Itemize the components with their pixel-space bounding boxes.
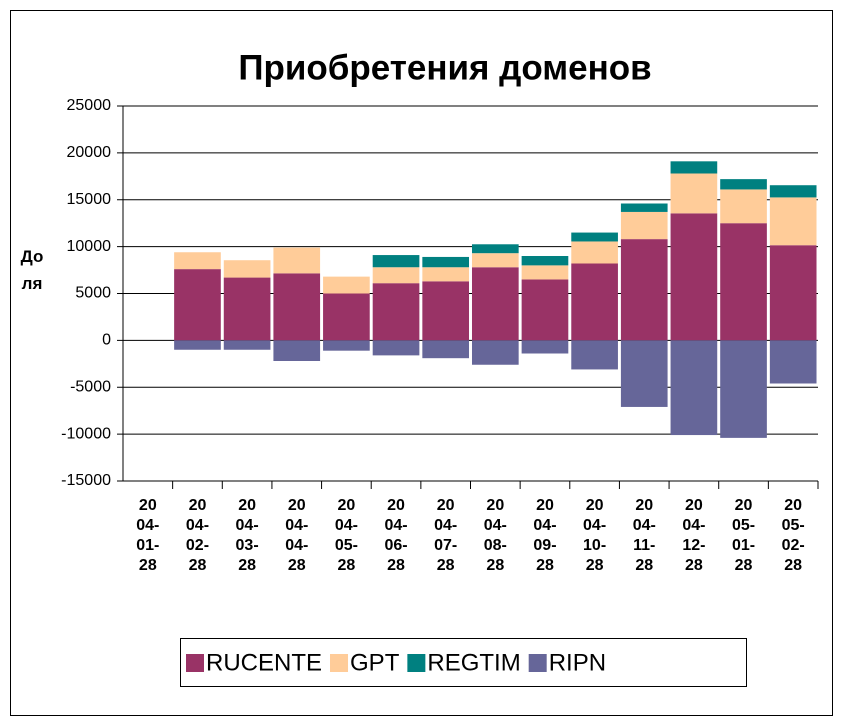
bar-segment bbox=[521, 279, 569, 341]
bar-segment bbox=[372, 283, 420, 341]
legend-label: RUCENTE bbox=[206, 649, 322, 676]
x-tick-label: 20 04-03-28 bbox=[236, 497, 259, 574]
bar-segment bbox=[521, 265, 569, 280]
legend-label: GPT bbox=[350, 649, 400, 676]
x-tick-label: 20 04-05-28 bbox=[335, 497, 358, 574]
x-tick-label: 20 04-10-28 bbox=[583, 497, 606, 574]
legend-swatch bbox=[330, 654, 349, 672]
x-tick-label: 20 05-01-28 bbox=[732, 497, 755, 574]
bar-segment bbox=[521, 340, 569, 354]
y-axis-label: До ля bbox=[21, 247, 44, 293]
y-tick-label: 5000 bbox=[75, 285, 111, 302]
bar-segment bbox=[422, 256, 470, 268]
bar-segment bbox=[620, 340, 668, 407]
chart-title: Приобретения доменов bbox=[238, 48, 651, 87]
x-tick-label: 20 04-08-28 bbox=[484, 497, 507, 574]
x-tick-label: 20 04-11-28 bbox=[633, 497, 656, 574]
bar-segment bbox=[471, 244, 519, 254]
x-tick-label: 20 05-02-28 bbox=[782, 497, 805, 574]
bar-segment bbox=[422, 267, 470, 282]
bar-segment bbox=[471, 340, 519, 365]
legend-swatch bbox=[528, 654, 547, 672]
bar-segment bbox=[720, 340, 767, 438]
legend-label: REGTIM bbox=[427, 649, 520, 676]
bar-segment bbox=[323, 276, 370, 294]
bar-segment bbox=[670, 213, 718, 341]
y-tick-label: 10000 bbox=[67, 238, 112, 255]
bar-segment bbox=[571, 241, 618, 264]
y-tick-label: 20000 bbox=[67, 144, 112, 161]
x-tick-label: 20 04-04-28 bbox=[285, 497, 308, 574]
bar-segment bbox=[372, 267, 420, 284]
x-tick-label: 20 04-01-28 bbox=[136, 497, 159, 574]
y-tick-label: -5000 bbox=[70, 378, 111, 395]
x-tick-label: 20 04-07-28 bbox=[434, 497, 457, 574]
legend-box bbox=[180, 638, 747, 687]
bar-segment bbox=[720, 189, 767, 224]
bar-segment bbox=[571, 340, 618, 370]
bar-segment bbox=[769, 185, 817, 198]
y-tick-label: -15000 bbox=[61, 472, 111, 489]
bar-segment bbox=[571, 263, 618, 341]
bar-segment bbox=[323, 293, 370, 341]
bar-segment bbox=[174, 252, 221, 270]
y-tick-label: 15000 bbox=[67, 191, 112, 208]
bar-segment bbox=[372, 255, 420, 268]
bar-segment bbox=[769, 245, 817, 341]
bar-segment bbox=[620, 211, 668, 240]
bar-segment bbox=[273, 247, 321, 274]
legend-label: RIPN bbox=[549, 649, 606, 676]
bar-segment bbox=[769, 197, 817, 246]
y-tick-label: -10000 bbox=[61, 425, 111, 442]
bar-segment bbox=[720, 223, 767, 341]
bar-segment bbox=[620, 239, 668, 341]
bar-segment bbox=[372, 340, 420, 356]
bar-segment bbox=[670, 340, 718, 436]
bar-segment bbox=[620, 203, 668, 212]
bar-segment bbox=[670, 173, 718, 214]
x-tick-label: 20 04-02-28 bbox=[186, 497, 209, 574]
y-tick-label: 0 bbox=[102, 332, 111, 349]
bar-segment bbox=[273, 273, 321, 341]
x-tick-label: 20 04-12-28 bbox=[682, 497, 705, 574]
x-tick-label: 20 04-06-28 bbox=[384, 497, 407, 574]
bar-segment bbox=[223, 260, 271, 278]
bar-segment bbox=[571, 232, 618, 242]
bar-segment bbox=[720, 179, 767, 190]
bar-segment bbox=[223, 340, 271, 350]
bar-segment bbox=[174, 340, 221, 350]
legend-swatch bbox=[407, 654, 426, 672]
bar-segment bbox=[273, 340, 321, 361]
bar-segment bbox=[521, 256, 569, 266]
bar-segment bbox=[422, 281, 470, 341]
bar-segment bbox=[422, 340, 470, 359]
x-tick-label: 20 04-09-28 bbox=[533, 497, 556, 574]
bar-segment bbox=[471, 267, 519, 341]
y-tick-label: 25000 bbox=[67, 97, 112, 114]
bar-segment bbox=[769, 340, 817, 384]
bar-segment bbox=[323, 340, 370, 351]
legend-swatch bbox=[186, 654, 204, 672]
bar-segment bbox=[670, 161, 718, 174]
bar-segment bbox=[471, 253, 519, 268]
bar-segment bbox=[174, 269, 221, 341]
bar-segment bbox=[223, 277, 271, 341]
